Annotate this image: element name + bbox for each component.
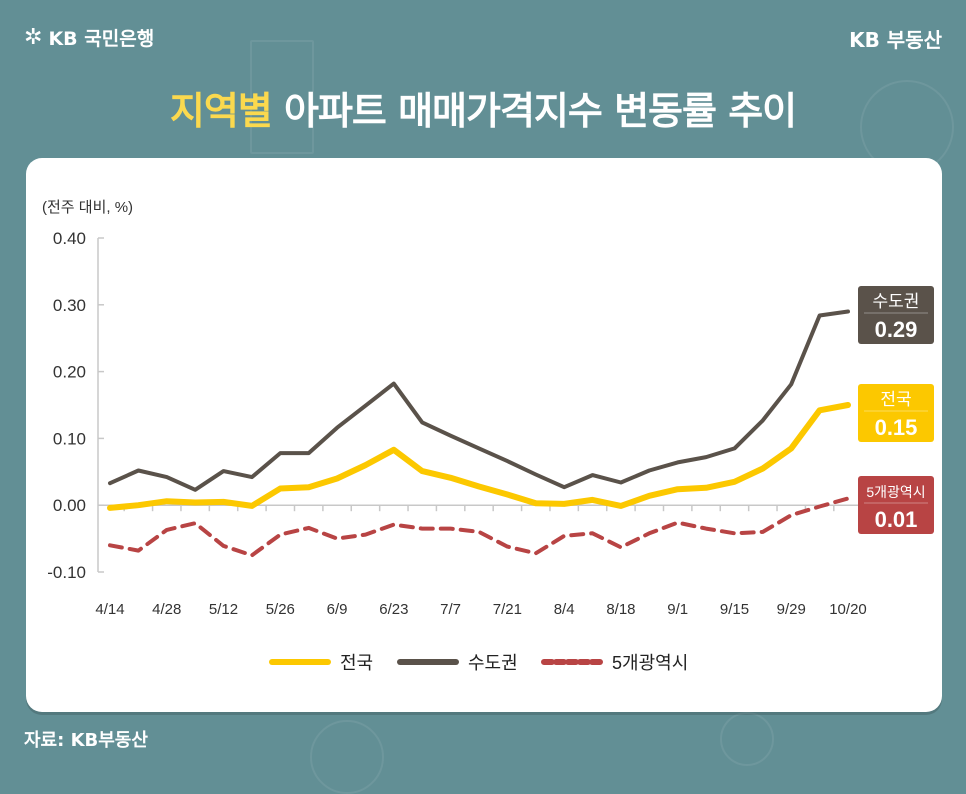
legend-label: 5개광역시: [612, 653, 688, 673]
x-tick-label: 7/7: [440, 601, 461, 618]
bank-name: KB 국민은행: [48, 28, 155, 50]
page-title: 지역별 아파트 매매가격지수 변동률 추이: [0, 80, 966, 135]
bank-logo: ✲ KB 국민은행: [24, 24, 154, 51]
title-highlight: 지역별: [169, 89, 273, 133]
title-rest: 아파트 매매가격지수 변동률 추이: [283, 89, 797, 133]
legend-label: 수도권: [468, 653, 518, 673]
y-axis-label: (전주 대비, %): [42, 199, 133, 216]
y-tick-label: -0.10: [47, 563, 86, 582]
end-label-box: [858, 476, 934, 534]
x-tick-label: 8/18: [606, 601, 635, 618]
x-tick-label: 6/9: [327, 601, 348, 618]
y-tick-label: 0.10: [53, 429, 86, 448]
series-line-capital: [108, 309, 850, 492]
y-tick-label: 0.40: [53, 229, 86, 248]
end-label-name: 전국: [880, 390, 911, 409]
series-line-national: [107, 402, 851, 511]
x-tick-label: 6/23: [379, 601, 408, 618]
legend-label: 전국: [340, 653, 373, 673]
kb-star-icon: ✲: [24, 25, 43, 50]
y-tick-label: 0.30: [53, 296, 86, 315]
x-tick-label: 4/14: [95, 601, 124, 618]
y-tick-label: 0.20: [53, 363, 86, 382]
x-tick-label: 5/12: [209, 601, 238, 618]
line-chart: (전주 대비, %) 0.40 0.30 0.20 0.10 0.00 -0.10 4/14…: [42, 199, 934, 673]
chart-card: (전주 대비, %) 0.40 0.30 0.20 0.10 0.00 -0.10 4/14…: [26, 158, 942, 712]
x-tick-label: 4/28: [152, 601, 181, 618]
x-tick-label: 10/20: [829, 601, 867, 618]
background-building-decoration: [250, 40, 314, 154]
end-label-name: 5개광역시: [866, 484, 925, 500]
top-bar: ✲ KB 국민은행 KB 부동산: [24, 24, 942, 54]
brand-name: KB 부동산: [849, 28, 942, 52]
end-label-box: [858, 286, 934, 344]
y-tick-label: 0.00: [53, 496, 86, 515]
series-line-metro5: [108, 496, 850, 558]
x-tick-label: 9/15: [720, 601, 749, 618]
background-coin-decoration: [310, 720, 384, 794]
end-label-box: [858, 384, 934, 442]
x-tick-label: 9/1: [667, 601, 688, 618]
x-tick-label: 5/26: [266, 601, 295, 618]
x-tick-label: 7/21: [493, 601, 522, 618]
x-tick-label: 9/29: [777, 601, 806, 618]
background-dollar-decoration: [720, 712, 774, 766]
end-label-name: 수도권: [873, 292, 920, 311]
end-label-value: 0.15: [875, 415, 918, 440]
end-label-value: 0.01: [875, 507, 918, 532]
end-label-value: 0.29: [875, 317, 918, 342]
x-tick-label: 8/4: [554, 601, 575, 618]
source-note: 자료: KB부동산: [24, 730, 148, 751]
